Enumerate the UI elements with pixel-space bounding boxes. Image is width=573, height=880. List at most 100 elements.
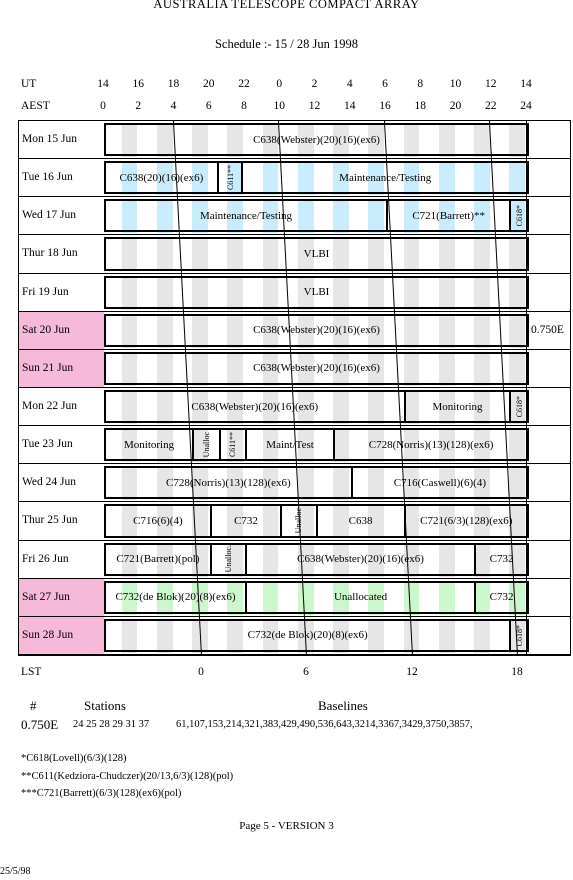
day-row: Thur 25 JunC716(6)(4)C732UnallocC638C721…: [19, 502, 570, 541]
aest-tick: 20: [449, 100, 462, 112]
time-stripe: [192, 466, 208, 501]
schedule-block-label: C638: [348, 514, 373, 527]
schedule-block-label: C732: [489, 591, 514, 604]
time-stripe: [262, 542, 279, 577]
time-stripe: [227, 390, 244, 424]
time-stripe: [121, 237, 138, 272]
time-stripe: [121, 466, 138, 501]
time-stripe: [368, 351, 385, 386]
time-stripe: [156, 504, 173, 539]
time-stripe: [509, 237, 526, 272]
time-stripe: [156, 580, 173, 615]
schedule-block-label: C721(Barrett)**: [412, 209, 486, 222]
time-stripe: [438, 313, 455, 348]
time-stripe: [227, 237, 244, 272]
schedule-block-label: C638(Webster)(20)(16)(ex6): [297, 553, 424, 566]
day-label: Fri 19 Jun: [22, 285, 69, 298]
time-stripe: [438, 237, 455, 272]
ut-tick: 22: [238, 78, 250, 90]
schedule-block: C618*: [509, 618, 529, 652]
stations-header: Stations: [84, 698, 126, 713]
footnote-2: **C611(Kedziora-Chudczer)(20/13,6/3)(128…: [21, 771, 234, 782]
time-stripe: [262, 390, 279, 424]
time-stripe: [227, 428, 244, 463]
time-stripe: [333, 390, 349, 424]
day-label: Mon 22 Jun: [22, 400, 77, 412]
day-timeline: C638(Webster)(20)(16)(ex6): [104, 312, 529, 349]
time-stripe: [368, 199, 385, 234]
schedule-block: C638(Webster)(20)(16)(ex6): [104, 351, 529, 385]
lst-tick: 12: [406, 666, 418, 678]
day-timeline: C716(6)(4)C732UnallocC638C721(6/3)(128)(…: [104, 502, 529, 539]
time-stripe: [474, 504, 490, 539]
schedule-block: Maint/Test: [245, 428, 336, 462]
time-stripe: [227, 466, 244, 501]
ut-tick: 12: [485, 78, 497, 90]
time-stripe: [509, 351, 526, 386]
time-stripe: [474, 123, 490, 157]
time-stripe: [192, 428, 208, 463]
time-stripe: [438, 275, 455, 310]
day-label: Sat 20 Jun: [19, 311, 104, 349]
schedule-block-label: C638(Webster)(20)(16)(ex6): [253, 362, 380, 375]
time-stripe: [262, 237, 279, 272]
time-stripe: [403, 237, 420, 272]
schedule-block-label: Maint/Test: [266, 438, 314, 451]
schedule-block-label: C638(Webster)(20)(16)(ex6): [253, 133, 380, 146]
day-row: Thur 18 Jun VLBI: [19, 235, 570, 274]
time-stripe: [403, 275, 420, 310]
config-side-label: 0.750E: [531, 324, 564, 336]
time-stripe: [333, 428, 349, 463]
time-stripe: [156, 428, 173, 463]
lst-tick: 6: [303, 666, 309, 678]
time-stripe: [368, 123, 385, 157]
schedule-block-label: VLBI: [303, 247, 330, 260]
schedule-block-label: C611**: [225, 165, 235, 191]
time-stripe: [156, 237, 173, 272]
schedule-grid: Mon 15 Jun C638(Webster)(20)(16)(ex6) Tue …: [18, 120, 571, 656]
time-stripe: [438, 504, 455, 539]
time-stripe: [368, 542, 385, 577]
time-stripe: [474, 542, 490, 577]
ut-tick: 10: [449, 78, 462, 90]
day-timeline: Monitoring Unalloc C611** Maint/Test C728(No…: [104, 426, 529, 463]
schedule-block-label: C638(20)(16)(ex6): [119, 171, 204, 184]
time-stripe: [297, 428, 314, 463]
time-stripe: [192, 390, 208, 424]
time-stripe: [509, 466, 526, 501]
schedule-block: VLBI: [104, 275, 529, 309]
time-stripe: [156, 313, 173, 348]
day-row: Fri 26 Jun C721(Barrett)(pol) Unalloc. C638…: [19, 541, 570, 579]
time-stripe: [121, 313, 138, 348]
time-stripe: [192, 199, 208, 234]
time-stripe: [438, 428, 455, 463]
day-label: Wed 17 Jun: [22, 209, 77, 222]
time-stripe: [227, 161, 244, 196]
schedule-block-label: C732: [489, 553, 514, 566]
time-stripe: [368, 313, 385, 348]
lst-axis-label: LST: [21, 666, 42, 678]
ut-tick: 2: [311, 78, 318, 90]
ut-tick: 6: [382, 78, 388, 90]
time-stripe: [121, 275, 138, 310]
ut-tick: 14: [520, 78, 532, 90]
day-label: Thur 18 Jun: [22, 247, 78, 260]
time-stripe: [297, 123, 314, 157]
schedule-block-label: C732(de Blok)(20)(8)(ex6): [247, 629, 368, 642]
time-stripe: [368, 466, 385, 501]
schedule-block: C732(de Blok)(20)(8)(ex6): [104, 618, 512, 652]
time-stripe: [156, 351, 173, 386]
aest-tick: 16: [379, 100, 391, 112]
stations-value: 24 25 28 29 31 37: [73, 719, 150, 730]
schedule-block: C638(Webster)(20)(16)(ex6): [245, 542, 477, 576]
schedule-block: C732: [209, 504, 283, 538]
time-stripe: [474, 275, 490, 310]
time-stripe: [403, 466, 420, 501]
day-timeline: C638(Webster)(20)(16)(ex6) Monitoring C618…: [104, 388, 529, 425]
schedule-block: Maintenance/Testing: [241, 161, 529, 195]
time-stripe: [156, 466, 173, 501]
time-stripe: [333, 199, 349, 234]
time-stripe: [438, 351, 455, 386]
time-stripe: [192, 237, 208, 272]
time-stripe: [262, 580, 279, 615]
